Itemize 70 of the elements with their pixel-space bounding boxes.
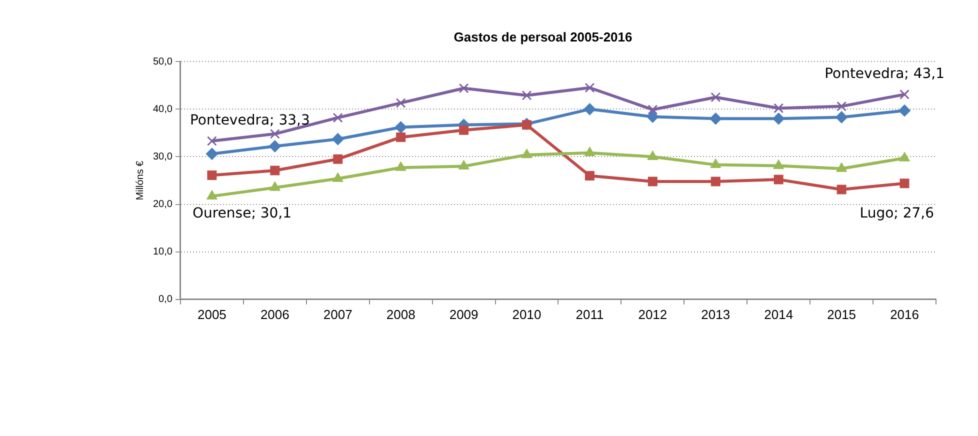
point	[710, 176, 720, 186]
point	[333, 154, 343, 164]
x-tick-label: 2013	[701, 306, 730, 322]
annotation: Ourense; 30,1	[192, 206, 292, 222]
x-tick-label: 2014	[764, 306, 794, 322]
point	[396, 162, 406, 171]
point	[207, 170, 217, 180]
point	[270, 128, 280, 139]
point	[646, 110, 659, 123]
x-tick-label: 2007	[323, 306, 352, 322]
point	[206, 190, 218, 200]
point	[270, 166, 280, 176]
x-tick-label: 2010	[512, 306, 542, 322]
x-tick-label: 2009	[449, 306, 478, 322]
point	[836, 184, 846, 194]
point	[332, 112, 343, 123]
point	[459, 125, 469, 135]
point	[710, 158, 721, 168]
point	[332, 133, 344, 146]
annotation: Pontevedra; 33,3	[190, 112, 310, 129]
point	[648, 104, 658, 115]
point	[900, 178, 910, 188]
point	[522, 120, 532, 130]
x-tick-label: 2011	[576, 306, 604, 322]
annotation: Lugo; 27,6	[860, 206, 934, 222]
point	[458, 160, 470, 170]
point	[836, 111, 848, 124]
point	[206, 148, 218, 160]
point	[899, 152, 910, 162]
point	[584, 82, 595, 93]
x-tick-label: 2008	[386, 306, 416, 322]
point	[836, 101, 847, 112]
point	[773, 160, 784, 170]
point	[710, 92, 721, 102]
y-tick-label: 50,0	[152, 56, 173, 68]
point	[332, 172, 344, 182]
point	[584, 103, 596, 116]
point	[521, 148, 532, 158]
point	[836, 162, 847, 172]
y-tick-label: 30,0	[152, 151, 173, 162]
x-tick-label: 2016	[890, 306, 919, 322]
x-tick-label: 2005	[197, 306, 226, 322]
point	[648, 176, 658, 186]
y-axis-title: Millóns €	[135, 160, 146, 200]
point	[268, 140, 281, 152]
x-tick-label: 2015	[827, 306, 856, 322]
point	[584, 146, 595, 156]
point	[270, 182, 280, 191]
annotation: Pontevedra; 43,1	[824, 66, 945, 82]
point	[647, 150, 658, 160]
point	[396, 132, 406, 142]
point	[396, 98, 406, 108]
point	[458, 83, 469, 94]
y-tick-label: 20,0	[152, 199, 173, 210]
point	[772, 112, 785, 125]
x-tick-label: 2012	[638, 306, 668, 322]
point	[522, 90, 532, 100]
y-tick-label: 40,0	[152, 104, 173, 115]
point	[710, 112, 722, 125]
x-tick-label: 2006	[260, 306, 290, 322]
point	[584, 171, 594, 180]
point	[898, 104, 911, 117]
point	[394, 121, 407, 134]
chart-title: Gastos de persoal 2005-2016	[454, 29, 632, 44]
point	[774, 103, 784, 114]
point	[900, 89, 910, 100]
point	[774, 174, 784, 184]
y-tick-label: 0,0	[158, 294, 173, 306]
point	[206, 136, 217, 146]
y-tick-label: 10,0	[152, 246, 173, 258]
